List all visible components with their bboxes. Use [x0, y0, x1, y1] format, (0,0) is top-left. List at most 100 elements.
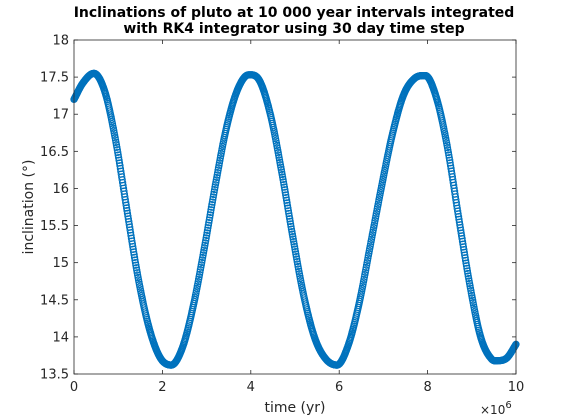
data-point [457, 229, 465, 237]
data-point [454, 207, 462, 215]
data-point [127, 234, 136, 242]
data-point [286, 217, 294, 226]
data-point [284, 204, 292, 212]
x-axis-exponent-power: 6 [505, 400, 511, 411]
chart-title-line-1: Inclinations of pluto at 10 000 year int… [74, 5, 515, 21]
data-point [202, 234, 210, 242]
data-point [208, 201, 216, 209]
data-point [446, 156, 454, 164]
data-point [130, 253, 139, 262]
data-point [115, 156, 123, 164]
data-point [122, 198, 130, 207]
x-tick-label: 10 [508, 380, 525, 395]
data-point [122, 201, 130, 209]
data-point [125, 220, 133, 229]
data-point [206, 208, 215, 217]
data-point [131, 256, 139, 264]
data-point [463, 267, 472, 275]
data-point [114, 153, 123, 162]
data-point [460, 246, 468, 254]
x-axis-label: time (yr) [264, 400, 325, 416]
data-point [209, 193, 217, 201]
data-point [131, 258, 140, 267]
x-axis-exponent-base: ×10 [480, 403, 505, 417]
data-point [126, 229, 135, 237]
y-tick-label: 15 [52, 256, 69, 271]
data-point [459, 243, 468, 251]
plot-frame [73, 39, 517, 375]
data-point [456, 221, 464, 229]
y-tick-label: 15.5 [40, 219, 69, 234]
data-point [132, 264, 140, 272]
data-point [287, 222, 295, 231]
data-point [459, 240, 467, 248]
data-point [279, 178, 288, 186]
y-tick-label: 14.5 [40, 293, 69, 308]
data-point [454, 210, 462, 218]
data-point [207, 206, 215, 214]
data-point [203, 229, 211, 237]
data-point [455, 215, 463, 224]
x-tick-label: 8 [423, 380, 431, 395]
data-point [202, 236, 210, 245]
data-point [281, 188, 289, 197]
data-point [122, 204, 131, 212]
data-point [289, 235, 297, 243]
data-point [128, 237, 136, 245]
x-tick-label: 2 [158, 380, 166, 395]
data-point [125, 218, 133, 226]
data-point [285, 212, 293, 220]
data-point [114, 148, 122, 157]
data-point [454, 212, 463, 221]
data-point [444, 148, 453, 157]
data-point [207, 203, 216, 211]
data-point [281, 186, 289, 194]
data-point [291, 245, 299, 253]
y-tick-label: 13.5 [40, 368, 69, 383]
data-point [204, 221, 213, 229]
data-point [290, 243, 299, 251]
data-point [114, 151, 122, 159]
data-point [457, 232, 466, 240]
data-point [462, 259, 470, 267]
y-tick-label: 18 [52, 34, 69, 49]
data-point [445, 153, 453, 162]
y-axis-label: inclination (°) [21, 160, 37, 255]
data-point [130, 251, 138, 259]
data-point [287, 225, 296, 233]
data-point [282, 191, 290, 199]
data-point [291, 248, 300, 256]
data-point [206, 213, 214, 222]
y-tick-label: 16 [52, 182, 69, 197]
data-point [286, 220, 295, 228]
data-point [283, 201, 292, 210]
data-point [457, 226, 465, 235]
data-point [455, 218, 464, 226]
data-point [113, 146, 121, 154]
data-point [460, 248, 468, 257]
data-point [132, 261, 140, 269]
data-point [208, 198, 216, 206]
x-tick-label: 4 [247, 380, 255, 395]
data-point [209, 195, 217, 204]
data-point [130, 248, 138, 256]
data-point [456, 223, 464, 232]
data-point [282, 193, 290, 202]
data-point [203, 226, 212, 235]
data-point [113, 143, 121, 151]
y-tick-label: 17 [52, 108, 69, 123]
data-point [446, 161, 455, 170]
x-tick-label: 0 [70, 380, 78, 395]
data-point [115, 159, 124, 167]
data-point [129, 245, 137, 253]
data-point [124, 212, 132, 220]
x-tick-label: 6 [335, 380, 343, 395]
data-point [205, 219, 213, 227]
data-point [290, 240, 298, 248]
data-point [285, 209, 293, 218]
data-point [464, 269, 472, 278]
data-point [462, 262, 471, 270]
data-point [127, 231, 135, 240]
data-point [280, 183, 289, 191]
